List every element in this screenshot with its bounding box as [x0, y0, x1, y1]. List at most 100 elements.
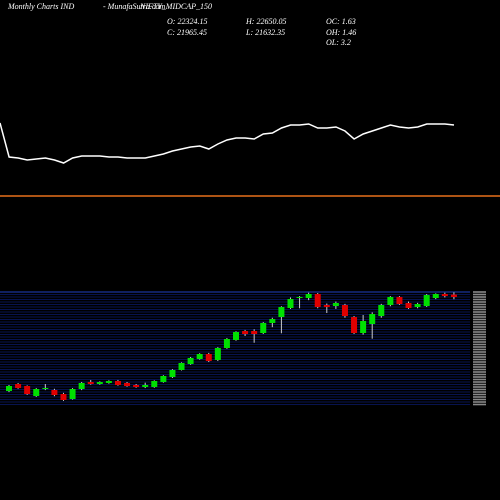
- axis-label-block: [473, 303, 486, 306]
- axis-label-block: [473, 356, 486, 358]
- axis-label-block: [473, 381, 486, 383]
- candle-body: [441, 294, 448, 297]
- axis-label-block: [473, 311, 486, 313]
- candle-body: [360, 321, 367, 334]
- stat: L: 21632.35: [245, 28, 285, 37]
- candle-body: [60, 394, 67, 401]
- candle-body: [432, 294, 439, 299]
- candle-body: [387, 297, 394, 306]
- candle-body: [51, 390, 58, 396]
- candle-body: [142, 385, 149, 388]
- axis-label-block: [473, 393, 486, 396]
- source: - MunafaSutra.com: [103, 2, 165, 11]
- candle-body: [6, 386, 12, 392]
- axis-label-block: [473, 338, 486, 341]
- axis-label-block: [473, 403, 486, 406]
- axis-label-block: [473, 353, 486, 356]
- candle-body: [414, 304, 421, 308]
- candle-body: [341, 305, 348, 317]
- candle-body: [269, 319, 276, 324]
- stat: OL: 3.2: [326, 38, 351, 47]
- candle-body: [423, 295, 430, 307]
- axis-label-block: [473, 401, 486, 403]
- candle-body: [296, 297, 303, 299]
- candle-body: [287, 299, 294, 309]
- axis-label-block: [473, 291, 486, 293]
- candle-body: [87, 382, 94, 385]
- axis-label-block: [473, 383, 486, 386]
- candle-body: [332, 303, 339, 307]
- candle-body: [278, 307, 285, 318]
- axis-label-block: [473, 348, 486, 351]
- candle-body: [205, 354, 212, 362]
- axis-label-block: [473, 293, 486, 296]
- candle-body: [314, 294, 321, 308]
- axis-label-block: [473, 373, 486, 376]
- candle-body: [369, 314, 376, 325]
- stat: OC: 1.63: [326, 17, 356, 26]
- candle-body: [124, 383, 131, 387]
- stat: OH: 1.46: [326, 28, 356, 37]
- candle-body: [133, 385, 140, 388]
- candle-body: [42, 388, 49, 390]
- candle-body: [78, 383, 85, 390]
- candle-body: [96, 382, 103, 385]
- axis-label-block: [473, 326, 486, 328]
- axis-label-block: [473, 363, 486, 366]
- candle-body: [105, 381, 112, 384]
- axis-label-block: [473, 391, 486, 393]
- stat: H: 22650.05: [245, 17, 286, 26]
- candle-body: [151, 381, 158, 388]
- axis-label-block: [473, 296, 486, 298]
- axis-label-block: [473, 343, 486, 346]
- axis-label-block: [473, 378, 486, 381]
- axis-label-block: [473, 398, 486, 401]
- candle-body: [260, 323, 267, 334]
- axis-label-block: [473, 313, 486, 316]
- axis-label-block: [473, 328, 486, 331]
- candle-body: [323, 305, 330, 308]
- axis-label-block: [473, 351, 486, 353]
- candle-body: [24, 386, 31, 395]
- candle-body: [378, 305, 385, 317]
- axis-label-block: [473, 386, 486, 388]
- axis-label-block: [473, 361, 486, 363]
- candle-body: [233, 332, 239, 341]
- candle-body: [405, 303, 412, 309]
- candle-body: [223, 339, 230, 349]
- axis-label-block: [473, 336, 486, 338]
- axis-label-block: [473, 333, 486, 336]
- stat: O: 22324.15: [167, 17, 207, 26]
- axis-label-block: [473, 301, 486, 303]
- candle-body: [15, 384, 22, 389]
- axis-label-block: [473, 358, 486, 361]
- axis-label-block: [473, 371, 486, 373]
- axis-label-block: [473, 396, 486, 398]
- candle-body: [33, 389, 40, 397]
- axis-label-block: [473, 376, 486, 378]
- axis-label-block: [473, 323, 486, 326]
- candle-body: [242, 331, 249, 335]
- symbol: NIFTY_MIDCAP_150: [139, 2, 212, 11]
- candle-body: [351, 317, 358, 334]
- axis-label-block: [473, 341, 486, 343]
- axis-label-block: [473, 366, 486, 368]
- axis-label-block: [473, 306, 486, 308]
- axis-label-block: [473, 318, 486, 321]
- candle-body: [114, 381, 121, 386]
- chart-title: Monthly Charts IND: [7, 2, 74, 11]
- axis-label-block: [473, 346, 486, 348]
- candle-body: [178, 363, 185, 371]
- axis-label-block: [473, 308, 486, 311]
- axis-label-block: [473, 298, 486, 301]
- candle-body: [214, 348, 221, 361]
- candle-body: [196, 354, 203, 360]
- candle-body: [69, 389, 76, 399]
- candle-body: [169, 370, 176, 378]
- axis-label-block: [473, 316, 486, 318]
- candle-body: [251, 331, 258, 335]
- axis-label-block: [473, 388, 486, 391]
- axis-label-block: [473, 331, 486, 333]
- candle-body: [160, 376, 167, 383]
